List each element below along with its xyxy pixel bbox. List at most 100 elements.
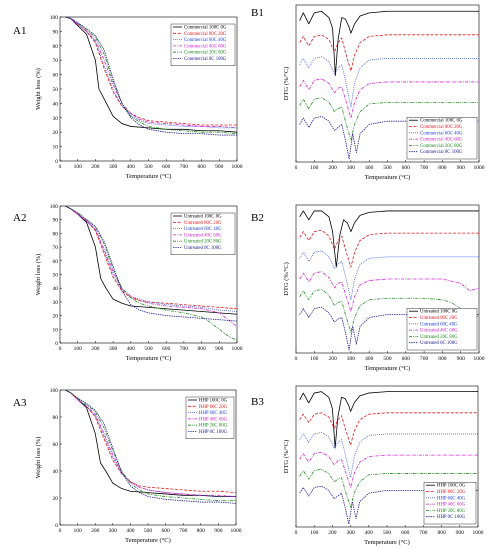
legend-entry: Commercial 80C 20G — [184, 32, 227, 37]
x-tick-label: 1000 — [473, 530, 484, 536]
x-tick-label: 300 — [109, 346, 118, 352]
legend-entry: Untreated 100C 0G — [184, 215, 222, 220]
x-tick-label: 0 — [59, 346, 62, 352]
y-tick-label: 30 — [53, 116, 59, 122]
y-axis-label: Weight loss (%) — [35, 437, 42, 479]
x-tick-label: 1000 — [231, 528, 242, 534]
series-line — [65, 389, 237, 498]
y-tick-label: 100 — [50, 204, 59, 210]
x-tick-label: 100 — [310, 530, 319, 536]
x-tick-label: 100 — [74, 346, 83, 352]
x-tick-label: 700 — [180, 164, 189, 170]
series-line — [299, 210, 479, 268]
chart-b1: B1 0 100 200 300 400 500 600 700 800 900 1000 Temper… — [251, 4, 485, 181]
x-tick-label: 400 — [127, 164, 136, 170]
y-tick-label: 100 — [50, 15, 59, 21]
x-tick-label: 200 — [91, 528, 100, 534]
legend-entry: Commercial 100C 0G — [184, 26, 227, 31]
y-tick-label: 70 — [53, 245, 59, 251]
x-tick-label: 100 — [73, 528, 82, 534]
x-tick-label: 200 — [328, 356, 337, 362]
x-tick-label: 900 — [456, 530, 465, 536]
x-tick-label: 400 — [126, 528, 135, 534]
x-tick-label: 300 — [346, 530, 355, 536]
x-tick-label: 0 — [295, 165, 298, 171]
legend-entry: HHP 100C 0G — [199, 399, 228, 404]
x-axis-label: Temperature (°C) — [365, 365, 411, 372]
series-line — [65, 389, 237, 504]
legend-entry: HHP 60C 40G — [437, 496, 466, 501]
chart-b3: B3 0 100 200 300 400 500 600 700 800 900 1000 Temper… — [251, 385, 484, 546]
x-tick-label: 800 — [438, 165, 447, 171]
legend-entry: Untreated 100C 0G — [420, 310, 458, 315]
x-tick-label: 100 — [310, 165, 319, 171]
x-tick-label: 500 — [144, 164, 153, 170]
series-line — [299, 306, 479, 351]
y-tick-label: 90 — [53, 218, 59, 224]
chart-a1: A1 0 100 200 300 400 500 600 700 800 900 1000 0 10 20 3… — [13, 15, 243, 180]
x-tick-label: 900 — [215, 164, 224, 170]
x-axis-label: Temperature (°C) — [365, 174, 411, 181]
legend-box — [406, 308, 478, 351]
series-line — [65, 205, 238, 327]
series-line — [65, 205, 238, 315]
legend-box — [170, 212, 236, 255]
x-tick-label: 400 — [365, 356, 374, 362]
y-tick-label: 70 — [53, 58, 59, 64]
legend-entry: HHP 80C 20G — [437, 490, 466, 495]
panel-label: B2 — [251, 212, 264, 224]
chart-b2: B2 0 100 200 300 400 500 600 700 800 900 1000 Temper… — [251, 204, 485, 372]
x-tick-label: 400 — [365, 165, 374, 171]
series-line — [299, 10, 479, 77]
legend-entry: Untreated 20C 80G — [420, 335, 458, 340]
y-tick-label: 20 — [53, 496, 59, 502]
x-tick-label: 900 — [215, 346, 224, 352]
x-tick-label: 200 — [91, 164, 100, 170]
series-line — [299, 97, 479, 141]
y-tick-label: 60 — [53, 442, 59, 448]
x-tick-label: 500 — [144, 528, 153, 534]
y-tick-label: 20 — [53, 314, 59, 320]
series-line — [65, 16, 238, 135]
legend-entry: Commercial 100C 0G — [420, 119, 463, 124]
x-tick-label: 100 — [74, 164, 83, 170]
legend-entry: Commercial 60C 40G — [184, 38, 227, 43]
y-tick-label: 50 — [53, 273, 59, 279]
legend-entry: HHP 0C 100G — [199, 430, 228, 435]
x-tick-label: 700 — [420, 356, 429, 362]
x-tick-label: 1000 — [232, 346, 243, 352]
x-tick-label: 1000 — [232, 164, 243, 170]
x-tick-label: 800 — [438, 356, 447, 362]
x-tick-label: 500 — [383, 530, 392, 536]
series-line — [299, 271, 480, 312]
y-tick-label: 0 — [55, 159, 58, 165]
y-axis-label: Weight loss (%) — [35, 68, 42, 110]
series-line — [299, 229, 479, 268]
legend-box — [423, 482, 477, 525]
legend-entry: HHP 0C 100G — [437, 515, 466, 520]
y-tick-label: 80 — [53, 44, 59, 50]
x-tick-label: 900 — [457, 165, 466, 171]
x-tick-label: 0 — [59, 164, 62, 170]
legend-entry: Untreated 80C 20G — [184, 221, 222, 226]
y-tick-label: 50 — [53, 87, 59, 93]
series-line — [65, 16, 238, 133]
x-tick-label: 300 — [347, 165, 356, 171]
series-line — [299, 288, 480, 333]
x-tick-label: 200 — [91, 346, 100, 352]
x-axis-label: Temperature (°C) — [126, 173, 172, 180]
series-line — [65, 16, 237, 136]
series-line — [65, 389, 236, 498]
x-tick-label: 800 — [197, 528, 206, 534]
x-tick-label: 500 — [144, 346, 153, 352]
legend-entry: Untreated 20C 80G — [184, 240, 222, 245]
legend-entry: HHP 80C 20G — [199, 405, 228, 410]
x-tick-label: 1000 — [474, 356, 485, 362]
y-tick-label: 100 — [50, 388, 59, 394]
legend-entry: HHP 60C 40G — [199, 411, 228, 416]
x-tick-label: 0 — [59, 528, 62, 534]
series-line — [299, 34, 479, 72]
